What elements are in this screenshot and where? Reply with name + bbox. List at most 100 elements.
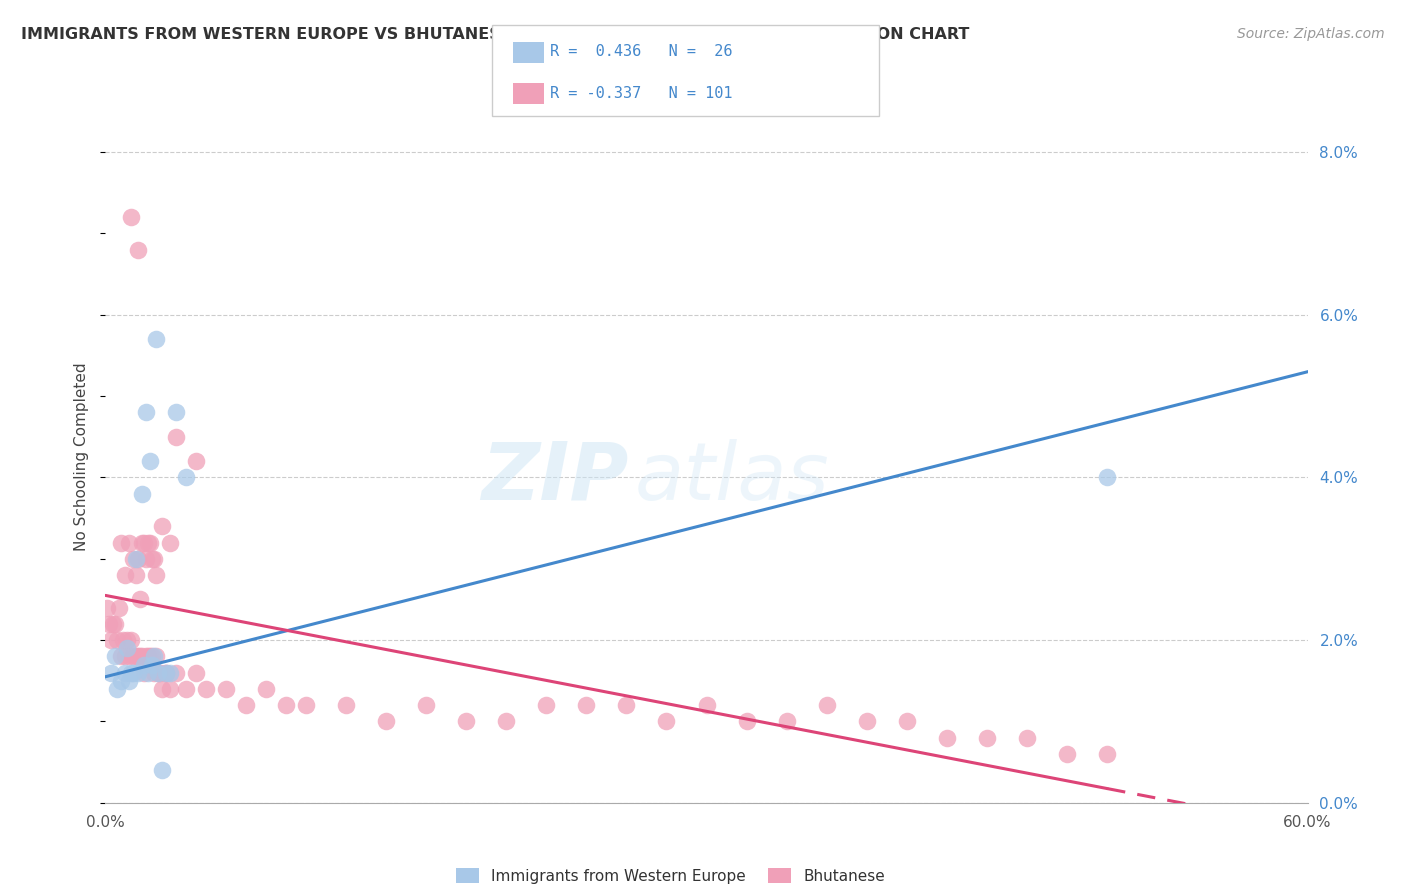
Point xyxy=(155,665,177,680)
Point xyxy=(121,211,143,225)
Point xyxy=(124,551,146,566)
Point xyxy=(1097,470,1119,484)
Point xyxy=(135,551,157,566)
Point xyxy=(165,430,187,444)
Point xyxy=(121,633,143,648)
Point xyxy=(150,681,173,696)
Point xyxy=(131,487,153,501)
Point xyxy=(117,641,139,656)
Point xyxy=(107,633,129,648)
Point xyxy=(148,665,170,680)
Point xyxy=(165,665,187,680)
Point xyxy=(122,665,145,680)
Point xyxy=(110,673,132,688)
Point xyxy=(174,470,197,484)
Text: Source: ZipAtlas.com: Source: ZipAtlas.com xyxy=(1237,27,1385,41)
Point xyxy=(456,714,478,729)
Point xyxy=(146,665,169,680)
Point xyxy=(495,714,517,729)
Point xyxy=(121,665,143,680)
Point xyxy=(118,649,141,664)
Point xyxy=(415,698,437,713)
Point xyxy=(127,649,149,664)
Point xyxy=(107,681,129,696)
Point xyxy=(110,649,132,664)
Point xyxy=(136,649,159,664)
Point xyxy=(896,714,918,729)
Point xyxy=(855,714,877,729)
Point xyxy=(194,681,217,696)
Point xyxy=(616,698,638,713)
Text: atlas: atlas xyxy=(634,439,830,516)
Point xyxy=(374,714,398,729)
Point xyxy=(145,332,167,346)
Point xyxy=(141,551,163,566)
Point xyxy=(184,665,207,680)
Point xyxy=(132,657,155,672)
Point xyxy=(1097,747,1119,761)
Text: IMMIGRANTS FROM WESTERN EUROPE VS BHUTANESE NO SCHOOLING COMPLETED CORRELATION C: IMMIGRANTS FROM WESTERN EUROPE VS BHUTAN… xyxy=(21,27,970,42)
Point xyxy=(142,551,165,566)
Point xyxy=(254,681,277,696)
Point xyxy=(135,649,157,664)
Y-axis label: No Schooling Completed: No Schooling Completed xyxy=(75,363,90,551)
Point xyxy=(159,535,181,549)
Point xyxy=(103,616,125,631)
Point xyxy=(776,714,799,729)
Point xyxy=(128,649,150,664)
Point xyxy=(155,665,177,680)
Point xyxy=(114,665,136,680)
Point xyxy=(696,698,718,713)
Point xyxy=(138,454,160,468)
Point xyxy=(735,714,758,729)
Point xyxy=(104,649,127,664)
Legend: Immigrants from Western Europe, Bhutanese: Immigrants from Western Europe, Bhutanes… xyxy=(450,863,891,890)
Point xyxy=(145,568,167,582)
Point xyxy=(122,649,145,664)
Point xyxy=(131,649,153,664)
Point xyxy=(114,568,136,582)
Point xyxy=(127,665,149,680)
Point xyxy=(174,681,197,696)
Point xyxy=(104,616,127,631)
Point xyxy=(655,714,678,729)
Point xyxy=(136,665,159,680)
Text: ZIP: ZIP xyxy=(481,439,628,516)
Point xyxy=(112,633,135,648)
Point xyxy=(534,698,557,713)
Point xyxy=(274,698,297,713)
Point xyxy=(124,568,146,582)
Point xyxy=(110,535,132,549)
Point xyxy=(117,633,139,648)
Point xyxy=(150,519,173,533)
Point xyxy=(141,649,163,664)
Text: R = -0.337   N = 101: R = -0.337 N = 101 xyxy=(550,87,733,101)
Point xyxy=(155,665,177,680)
Text: R =  0.436   N =  26: R = 0.436 N = 26 xyxy=(550,45,733,59)
Point xyxy=(335,698,357,713)
Point xyxy=(100,633,122,648)
Point xyxy=(122,551,145,566)
Point xyxy=(976,731,998,745)
Point xyxy=(142,649,165,664)
Point xyxy=(100,665,122,680)
Point xyxy=(235,698,257,713)
Point xyxy=(132,665,155,680)
Point xyxy=(150,764,173,778)
Point xyxy=(118,673,141,688)
Point xyxy=(575,698,598,713)
Point xyxy=(138,535,160,549)
Point xyxy=(214,681,236,696)
Point xyxy=(815,698,838,713)
Point xyxy=(127,243,149,257)
Point xyxy=(136,535,159,549)
Point xyxy=(1056,747,1078,761)
Point xyxy=(141,657,163,672)
Point xyxy=(118,535,141,549)
Point xyxy=(132,535,155,549)
Point xyxy=(295,698,318,713)
Point xyxy=(135,405,157,419)
Point xyxy=(114,649,136,664)
Point xyxy=(184,454,207,468)
Point xyxy=(124,649,146,664)
